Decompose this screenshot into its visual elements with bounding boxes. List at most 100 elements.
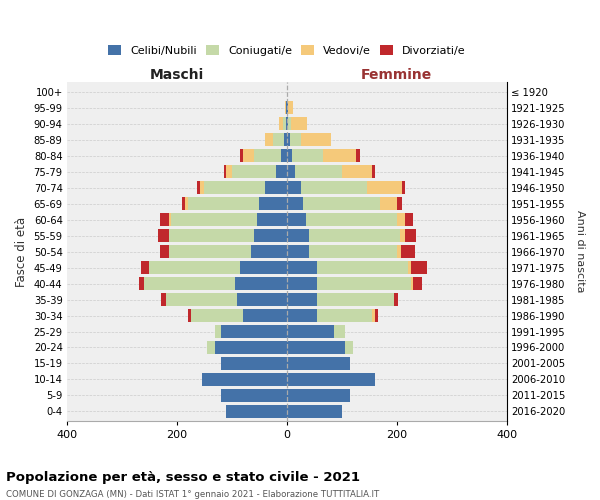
- Bar: [243, 150, 254, 162]
- Bar: [397, 197, 402, 210]
- Bar: [397, 213, 405, 226]
- Bar: [166, 293, 238, 306]
- Bar: [287, 405, 342, 418]
- Bar: [281, 150, 287, 162]
- Y-axis label: Fasce di età: Fasce di età: [15, 216, 28, 286]
- Bar: [344, 341, 353, 354]
- Bar: [410, 277, 413, 290]
- Text: COMUNE DI GONZAGA (MN) - Dati ISTAT 1° gennaio 2021 - Elaborazione TUTTITALIA.IT: COMUNE DI GONZAGA (MN) - Dati ISTAT 1° g…: [6, 490, 379, 499]
- Bar: [232, 165, 276, 178]
- Bar: [287, 325, 334, 338]
- Bar: [207, 341, 215, 354]
- Bar: [284, 102, 286, 114]
- Bar: [380, 197, 397, 210]
- Bar: [410, 261, 427, 274]
- Bar: [334, 325, 344, 338]
- Bar: [287, 389, 350, 402]
- Bar: [356, 150, 360, 162]
- Bar: [287, 357, 350, 370]
- Bar: [317, 261, 408, 274]
- Bar: [197, 181, 200, 194]
- Bar: [200, 181, 205, 194]
- Bar: [309, 245, 397, 258]
- Bar: [287, 277, 317, 290]
- Bar: [169, 245, 251, 258]
- Bar: [226, 165, 232, 178]
- Bar: [141, 261, 149, 274]
- Bar: [287, 165, 295, 178]
- Bar: [215, 341, 287, 354]
- Text: Maschi: Maschi: [150, 68, 204, 82]
- Bar: [317, 309, 372, 322]
- Legend: Celibi/Nubili, Coniugati/e, Vedovi/e, Divorziati/e: Celibi/Nubili, Coniugati/e, Vedovi/e, Di…: [104, 40, 470, 60]
- Bar: [394, 293, 398, 306]
- Text: Femmine: Femmine: [361, 68, 433, 82]
- Bar: [288, 118, 290, 130]
- Bar: [287, 102, 288, 114]
- Bar: [182, 197, 185, 210]
- Bar: [287, 261, 317, 274]
- Bar: [287, 134, 290, 146]
- Bar: [287, 213, 306, 226]
- Bar: [405, 213, 413, 226]
- Y-axis label: Anni di nascita: Anni di nascita: [575, 210, 585, 293]
- Bar: [160, 213, 169, 226]
- Bar: [402, 181, 405, 194]
- Bar: [185, 197, 188, 210]
- Bar: [226, 405, 287, 418]
- Bar: [221, 325, 287, 338]
- Bar: [372, 309, 375, 322]
- Bar: [278, 118, 283, 130]
- Bar: [287, 293, 317, 306]
- Bar: [287, 118, 288, 130]
- Bar: [292, 150, 323, 162]
- Text: Popolazione per età, sesso e stato civile - 2021: Popolazione per età, sesso e stato civil…: [6, 471, 360, 484]
- Bar: [304, 197, 380, 210]
- Bar: [169, 213, 172, 226]
- Bar: [273, 134, 284, 146]
- Bar: [287, 229, 309, 242]
- Bar: [290, 118, 307, 130]
- Bar: [188, 309, 191, 322]
- Bar: [221, 389, 287, 402]
- Bar: [283, 118, 286, 130]
- Bar: [160, 245, 169, 258]
- Bar: [139, 277, 144, 290]
- Bar: [309, 229, 400, 242]
- Bar: [372, 165, 375, 178]
- Bar: [158, 229, 169, 242]
- Bar: [287, 373, 375, 386]
- Bar: [221, 357, 287, 370]
- Bar: [169, 229, 254, 242]
- Bar: [295, 165, 342, 178]
- Bar: [408, 261, 410, 274]
- Bar: [251, 245, 287, 258]
- Bar: [149, 261, 240, 274]
- Bar: [254, 229, 287, 242]
- Bar: [202, 373, 287, 386]
- Bar: [287, 150, 292, 162]
- Bar: [240, 150, 243, 162]
- Bar: [172, 213, 257, 226]
- Bar: [224, 165, 226, 178]
- Bar: [397, 245, 401, 258]
- Bar: [205, 181, 265, 194]
- Bar: [287, 197, 304, 210]
- Bar: [254, 150, 281, 162]
- Bar: [235, 277, 287, 290]
- Bar: [301, 181, 367, 194]
- Bar: [342, 165, 372, 178]
- Bar: [265, 181, 287, 194]
- Bar: [144, 277, 235, 290]
- Bar: [287, 245, 309, 258]
- Bar: [215, 325, 221, 338]
- Bar: [301, 134, 331, 146]
- Bar: [375, 309, 377, 322]
- Bar: [413, 277, 422, 290]
- Bar: [288, 102, 293, 114]
- Bar: [259, 197, 287, 210]
- Bar: [287, 309, 317, 322]
- Bar: [265, 134, 273, 146]
- Bar: [400, 229, 405, 242]
- Bar: [287, 341, 344, 354]
